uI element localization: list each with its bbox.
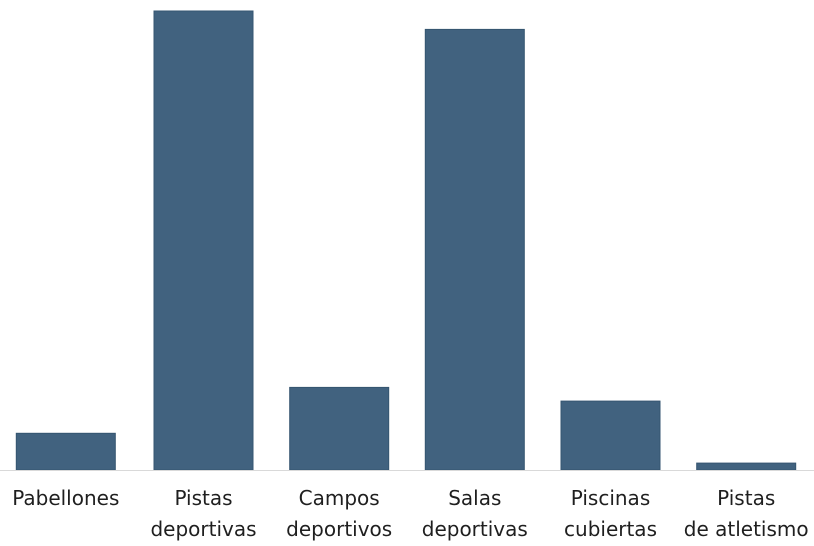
category-label: Pistas deportivas: [150, 486, 256, 541]
bar-piscinas-cubiertas: [560, 400, 661, 471]
category-label: Campos deportivos: [286, 486, 392, 541]
category-label: Piscinas cubiertas: [564, 486, 657, 541]
bar-campos-deportivos: [289, 386, 390, 471]
bar-salas-deportivas: [424, 28, 525, 471]
category-label: Pistas de atletismo: [684, 486, 809, 541]
bar-pistas-deportivas: [153, 10, 254, 471]
bar-pistas-de-atletismo: [696, 462, 797, 471]
category-labels: Pabellones Pistas deportivas Campos deportiv…: [12, 486, 808, 541]
bars-layer: [15, 10, 797, 471]
bar-pabellones: [15, 432, 116, 471]
category-label: Salas deportivas: [422, 486, 528, 541]
category-label: Pabellones: [12, 486, 119, 510]
